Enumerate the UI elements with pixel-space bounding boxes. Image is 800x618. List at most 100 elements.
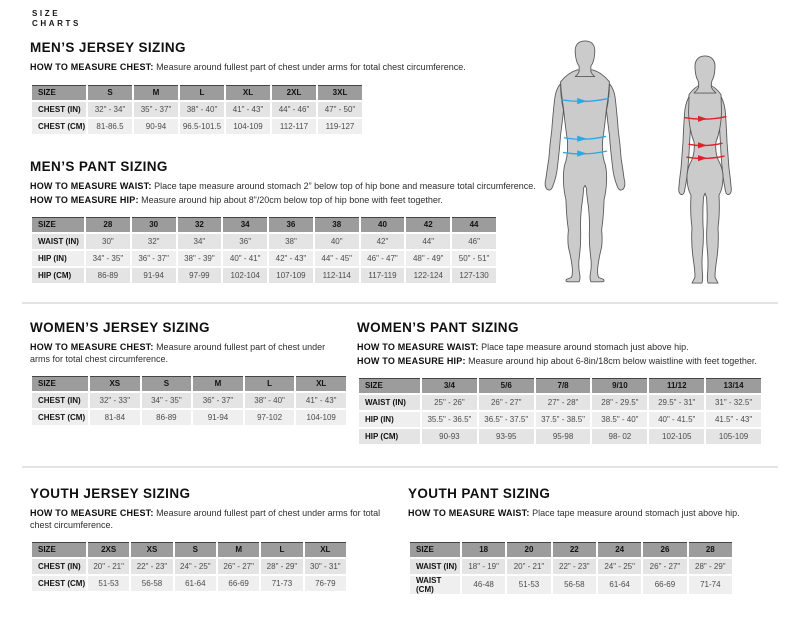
female-torso-and-legs xyxy=(686,84,724,284)
row-label: WAIST (IN) xyxy=(32,234,84,249)
column-header: 40 xyxy=(360,217,405,232)
cell-value: 40" xyxy=(314,234,359,249)
cell-value: 112-114 xyxy=(314,268,359,283)
cell-value: 66-69 xyxy=(643,575,687,594)
column-header: 34 xyxy=(223,217,268,232)
youth-pant-size-table: SIZE 18 20 22 24 26 28 WAIST (IN) 18" - 19" 20" -… xyxy=(408,540,734,596)
cell-value: 38" - 40" xyxy=(180,101,224,117)
cell-value: 36" - 37" xyxy=(131,251,176,266)
cell-value: 37.5" - 38.5" xyxy=(535,412,591,427)
table-row: CHEST (IN) 20" - 21" 22" - 23" 24" - 25" 26"… xyxy=(32,559,346,574)
cell-value: 38" - 39" xyxy=(177,251,222,266)
column-header: 2XL xyxy=(272,84,316,100)
logo-line-1: SIZE xyxy=(32,9,61,18)
howto-body: Measure around fullest part of chest und… xyxy=(30,508,381,530)
section-womens-jersey: WOMEN’S JERSEY SIZING HOW TO MEASURE CHE… xyxy=(30,320,350,427)
cell-value: 36.5" - 37.5" xyxy=(478,412,534,427)
cell-value: 32" - 34" xyxy=(88,101,132,117)
row-label: CHEST (IN) xyxy=(32,559,86,574)
cell-value: 95-98 xyxy=(535,429,591,444)
row-label: HIP (CM) xyxy=(359,429,420,444)
cell-value: 91-94 xyxy=(131,268,176,283)
howto-chest-text: HOW TO MEASURE CHEST: Measure around ful… xyxy=(30,342,342,365)
cell-value: 27" - 28" xyxy=(535,395,591,410)
cell-value: 44" - 46" xyxy=(272,101,316,117)
howto-body: Measure around hip about 6-8in/18cm belo… xyxy=(468,355,757,366)
section-womens-pant: WOMEN’S PANT SIZING HOW TO MEASURE WAIST… xyxy=(357,320,790,446)
row-label: WAIST (IN) xyxy=(410,558,460,574)
table-row: CHEST (CM) 81-86.5 90-94 96.5-101.5 104-109 1… xyxy=(32,118,362,134)
cell-value: 28" - 29" xyxy=(261,559,303,574)
cell-value: 34" - 35" xyxy=(86,251,130,266)
size-corner-header: SIZE xyxy=(410,541,460,557)
howto-label: HOW TO MEASURE WAIST: xyxy=(357,342,479,352)
cell-value: 51-53 xyxy=(88,576,130,591)
cell-value: 98- 02 xyxy=(592,429,648,444)
table-row: CHEST (IN) 32" - 33" 34" - 35" 36" - 37" 38"… xyxy=(32,393,346,408)
row-label: WAIST (CM) xyxy=(410,575,460,594)
cell-value: 104-109 xyxy=(296,410,346,425)
row-label: CHEST (IN) xyxy=(32,101,86,117)
male-measurement-arrowheads xyxy=(577,97,587,157)
cell-value: 96.5-101.5 xyxy=(180,118,224,134)
cell-value: 36" - 37" xyxy=(193,393,243,408)
cell-value: 97-99 xyxy=(177,268,222,283)
youth-jersey-size-table: SIZE 2XS XS S M L XL CHEST (IN) 20" - 21" 22" - 2… xyxy=(30,540,348,593)
howto-waist-text: HOW TO MEASURE WAIST: Place tape measure… xyxy=(357,342,790,354)
howto-label: HOW TO MEASURE WAIST: xyxy=(408,508,530,518)
cell-value: 61-64 xyxy=(174,576,216,591)
cell-value: 31" - 32.5" xyxy=(706,395,761,410)
womens-pant-size-table: SIZE 3/4 5/6 7/8 9/10 11/12 13/14 WAIST (IN) 25"… xyxy=(357,376,763,446)
column-header: 30 xyxy=(131,217,176,232)
column-header: S xyxy=(174,542,216,557)
female-body-silhouette xyxy=(678,55,732,284)
column-header: 5/6 xyxy=(478,378,534,393)
row-label: HIP (IN) xyxy=(32,251,84,266)
cell-value: 46" xyxy=(452,234,496,249)
table-row: HIP (CM) 90-93 93-95 95-98 98- 02 102-105 105-… xyxy=(359,429,761,444)
cell-value: 40" - 41" xyxy=(223,251,268,266)
howto-label: HOW TO MEASURE CHEST: xyxy=(30,508,154,518)
section-title-womens-jersey: WOMEN’S JERSEY SIZING xyxy=(30,320,210,335)
column-header: 11/12 xyxy=(649,378,705,393)
cell-value: 32" xyxy=(131,234,176,249)
size-corner-header: SIZE xyxy=(32,376,88,391)
column-header: XL xyxy=(304,542,346,557)
column-header: 7/8 xyxy=(535,378,591,393)
section-title-youth-jersey: YOUTH JERSEY SIZING xyxy=(30,486,191,501)
womens-jersey-size-table: SIZE XS S M L XL CHEST (IN) 32" - 33" 34" - 35" 3… xyxy=(30,374,348,427)
size-charts-logo: SIZE CHARTS xyxy=(32,9,81,29)
cell-value: 61-64 xyxy=(597,575,642,594)
cell-value: 66-69 xyxy=(217,576,260,591)
cell-value: 38" - 40" xyxy=(244,393,295,408)
cell-value: 26" - 27" xyxy=(478,395,534,410)
cell-value: 56-58 xyxy=(552,575,596,594)
female-hip-arrowhead-icon xyxy=(698,155,707,162)
cell-value: 93-95 xyxy=(478,429,534,444)
column-header: L xyxy=(261,542,303,557)
section-title-mens-jersey: MEN’S JERSEY SIZING xyxy=(30,40,186,55)
column-header: 32 xyxy=(177,217,222,232)
male-left-arm xyxy=(544,83,564,191)
cell-value: 44" xyxy=(406,234,451,249)
column-header: XL xyxy=(296,376,346,391)
cell-value: 91-94 xyxy=(193,410,243,425)
female-head xyxy=(693,55,717,94)
cell-value: 28" - 29" xyxy=(688,558,732,574)
column-header: 3XL xyxy=(318,84,362,100)
cell-value: 22" - 23" xyxy=(552,558,596,574)
column-header: 36 xyxy=(269,217,313,232)
cell-value: 86-89 xyxy=(86,268,130,283)
size-corner-header: SIZE xyxy=(32,542,86,557)
logo-line-2: CHARTS xyxy=(32,19,81,28)
table-row: HIP (CM) 86-89 91-94 97-99 102-104 107-109 112… xyxy=(32,268,496,283)
cell-value: 38" xyxy=(269,234,313,249)
cell-value: 30" - 31" xyxy=(304,559,346,574)
row-label: WAIST (IN) xyxy=(359,395,420,410)
column-header: 38 xyxy=(314,217,359,232)
row-label: CHEST (CM) xyxy=(32,576,86,591)
cell-value: 40" - 41.5" xyxy=(649,412,705,427)
column-header: XL xyxy=(226,84,270,100)
column-header: M xyxy=(134,84,178,100)
female-right-arm xyxy=(718,96,732,196)
